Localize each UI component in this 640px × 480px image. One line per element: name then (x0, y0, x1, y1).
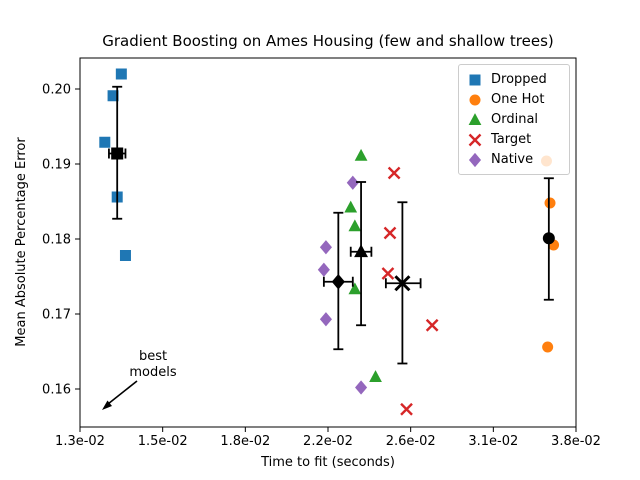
x-icon (468, 133, 482, 146)
annotation-line1: best (139, 349, 167, 364)
x-tick-label: 3.8e-02 (551, 434, 601, 449)
x-tick-label: 2.6e-02 (386, 434, 436, 449)
data-point-one-hot (544, 197, 556, 209)
mean-target-marker (394, 275, 411, 292)
x-tick-label: 2.2e-02 (303, 434, 353, 449)
data-point-target (400, 402, 413, 416)
y-tick-label: 0.20 (42, 83, 71, 98)
legend-item-dropped: Dropped (468, 70, 560, 89)
x-tick-label: 1.5e-02 (138, 434, 188, 449)
mean-one-hot-marker (542, 232, 555, 245)
triangle-icon (468, 112, 482, 125)
legend-item-native: Native (468, 150, 560, 169)
y-tick-label: 0.16 (42, 383, 71, 398)
data-point-ordinal (348, 219, 362, 232)
data-point-dropped (115, 68, 127, 80)
y-axis-label: Mean Absolute Percentage Error (14, 137, 29, 347)
x-tick-label: 1.3e-02 (55, 434, 105, 449)
data-point-native (346, 175, 359, 190)
legend-label: Ordinal (491, 112, 539, 127)
legend-item-target: Target (468, 130, 560, 149)
legend-label: Dropped (491, 72, 547, 87)
x-axis-ticks: 1.3e-02 1.5e-02 1.8e-02 2.2e-02 2.6e-02 3.1e-… (55, 427, 601, 449)
data-point-target (425, 318, 439, 332)
data-point-one-hot (542, 341, 554, 353)
diamond-icon (468, 152, 482, 167)
data-point-target (387, 166, 401, 180)
mean-error-bars (108, 85, 555, 365)
mean-ordinal-marker (354, 244, 369, 258)
data-point-ordinal (354, 148, 368, 161)
data-point-native (317, 262, 330, 277)
diamond-glyph (468, 152, 482, 167)
legend: Dropped One Hot Ordinal Target Native (458, 64, 570, 175)
data-point-dropped (107, 90, 119, 102)
legend-label: One Hot (491, 92, 545, 107)
y-tick-label: 0.18 (42, 233, 71, 248)
data-point-native (319, 312, 332, 327)
circle-glyph (469, 94, 481, 105)
data-point-dropped (99, 136, 111, 148)
circle-icon (469, 94, 481, 105)
data-point-dropped (119, 250, 131, 261)
y-axis-ticks: 0.16 0.17 0.18 0.19 0.20 (42, 83, 80, 398)
x-glyph (468, 133, 482, 146)
triangle-glyph (468, 112, 482, 125)
x-tick-label: 1.8e-02 (220, 434, 270, 449)
mean-native-marker (331, 273, 345, 290)
data-point-ordinal (348, 282, 362, 295)
y-tick-label: 0.17 (42, 308, 71, 323)
data-point-ordinal (344, 200, 358, 213)
data-point-target (381, 267, 395, 280)
legend-label: Native (491, 152, 534, 167)
annotation-line2: models (129, 365, 176, 380)
annotation-best-models: best models (102, 349, 177, 410)
data-point-native (355, 380, 368, 395)
data-point-ordinal (369, 370, 382, 382)
data-point-target (383, 226, 397, 240)
legend-label: Target (491, 132, 532, 147)
x-axis-label: Time to fit (seconds) (260, 455, 395, 470)
chart-title: Gradient Boosting on Ames Housing (few a… (102, 32, 554, 50)
x-tick-label: 3.1e-02 (468, 434, 518, 449)
legend-item-ordinal: Ordinal (468, 110, 560, 129)
mean-dropped-marker (111, 147, 124, 160)
y-tick-label: 0.19 (42, 158, 71, 173)
annotation-arrow-line (107, 380, 138, 405)
annotation-arrow-head (102, 400, 112, 410)
square-icon (469, 74, 481, 85)
square-glyph (469, 74, 481, 85)
legend-item-one-hot: One Hot (468, 90, 560, 109)
data-point-native (319, 240, 332, 255)
